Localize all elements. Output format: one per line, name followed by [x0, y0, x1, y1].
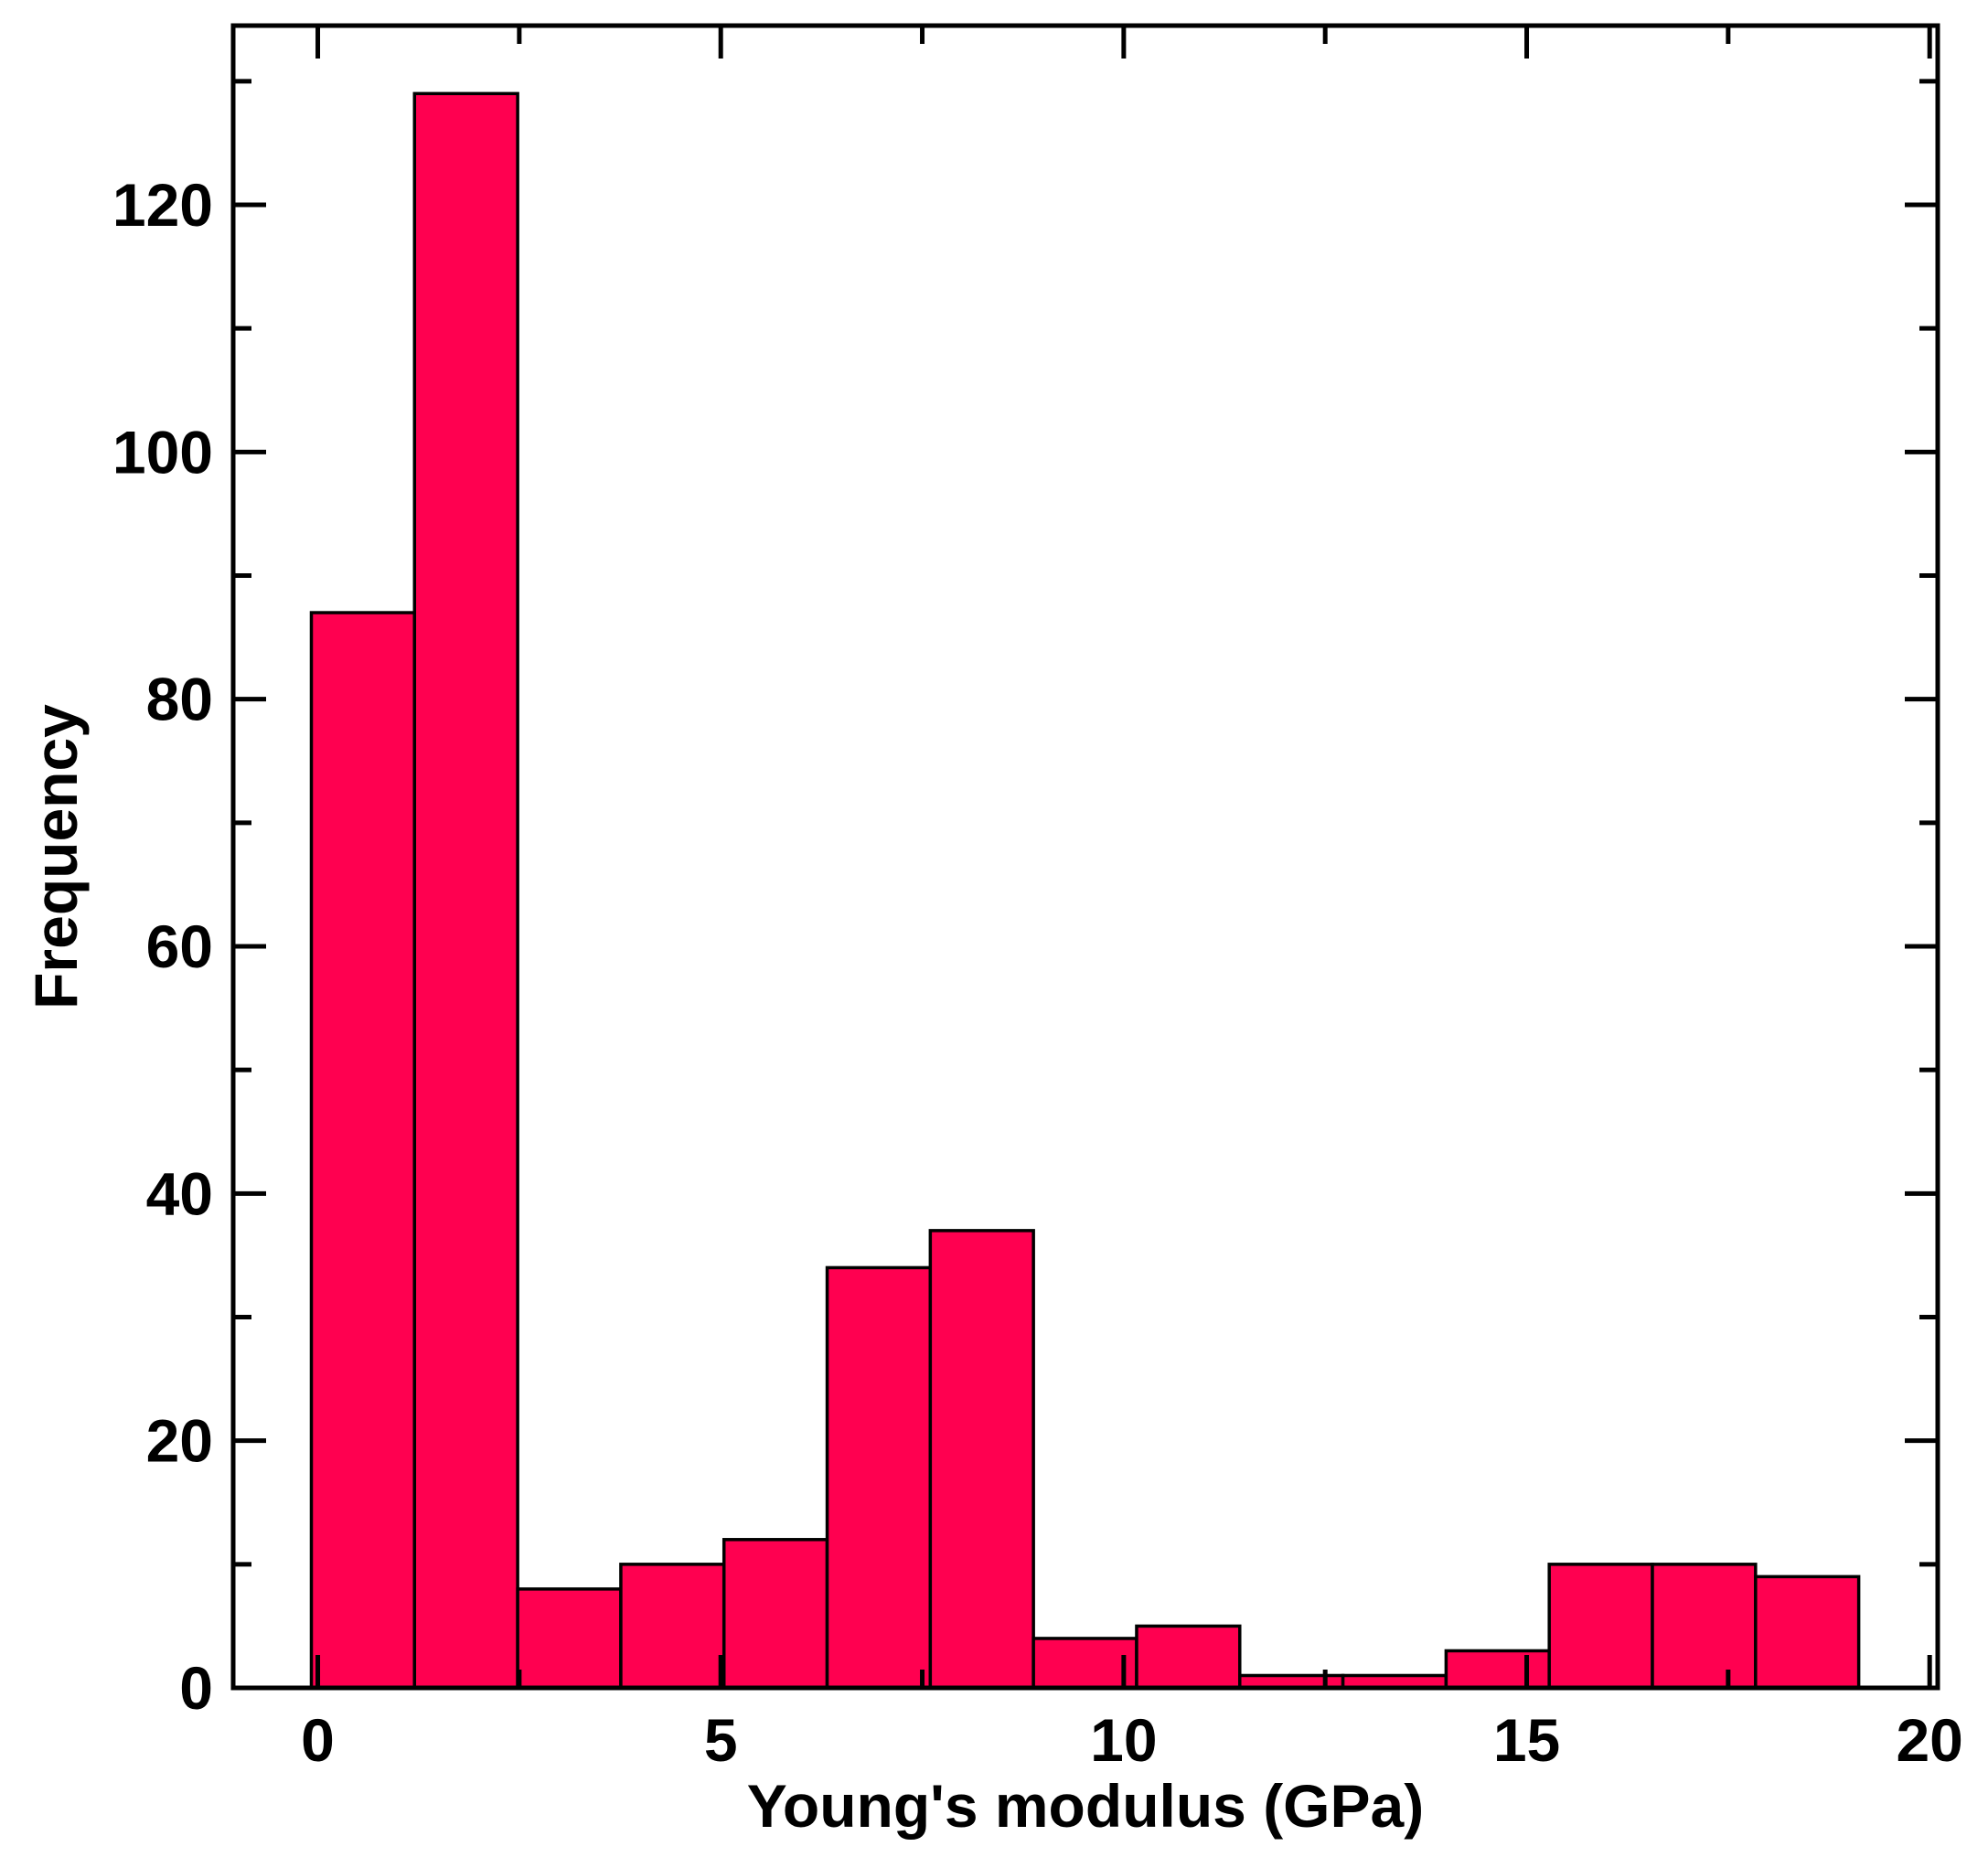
histogram-bar: [1444, 1649, 1551, 1690]
x-tick-label: 20: [1896, 1706, 1962, 1774]
plot-frame: [230, 23, 1940, 1691]
y-tick-label: 100: [112, 418, 213, 486]
histogram-bar: [1031, 1637, 1138, 1690]
histogram-bar: [1547, 1563, 1654, 1690]
histogram-bar: [309, 611, 417, 1690]
y-tick-label: 20: [146, 1407, 213, 1475]
histogram-bar: [1651, 1563, 1758, 1690]
y-axis-title: Frequency: [22, 704, 90, 1009]
histogram-bar: [516, 1587, 623, 1690]
histogram-bar: [1135, 1624, 1242, 1690]
y-tick-label: 0: [179, 1654, 213, 1722]
x-tick-label: 15: [1493, 1706, 1560, 1774]
y-tick-labels: 0 20 40 60 80 100 120: [112, 171, 213, 1722]
histogram-bar: [412, 91, 519, 1690]
histogram-bar: [619, 1563, 726, 1690]
histogram-bar: [825, 1265, 933, 1690]
histogram-bar: [1754, 1574, 1861, 1690]
y-tick-label: 80: [146, 666, 213, 733]
x-axis-title: Young's modulus (GPa): [747, 1772, 1424, 1840]
y-tick-label: 40: [146, 1159, 213, 1227]
x-tick-label: 5: [704, 1706, 738, 1774]
y-tick-label: 120: [112, 171, 213, 239]
histogram-bar: [928, 1229, 1035, 1690]
x-tick-labels: 0 5 10 15 20: [301, 1706, 1963, 1774]
x-tick-label: 10: [1090, 1706, 1157, 1774]
histogram-bar: [721, 1538, 829, 1690]
histogram-bars: [309, 91, 1861, 1690]
x-tick-label: 0: [301, 1706, 335, 1774]
y-tick-label: 60: [146, 913, 213, 980]
